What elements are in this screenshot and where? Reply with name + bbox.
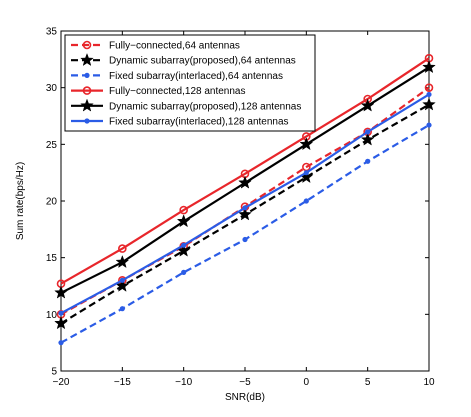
- dot-marker: [119, 277, 125, 283]
- legend-item: Fully−connected,128 antennas: [71, 86, 246, 97]
- star-marker: [115, 254, 130, 269]
- x-tick-label: 10: [423, 377, 435, 388]
- x-tick-label: 0: [304, 377, 310, 388]
- series-layer: [54, 53, 436, 346]
- legend-item: Dynamic subarray(proposed),64 antennas: [71, 52, 296, 67]
- star-marker: [360, 132, 375, 146]
- x-tick-label: −15: [114, 377, 131, 388]
- y-axis-title: Sum rate(bps/Hz): [15, 162, 26, 240]
- legend-label: Fixed subarray(interlaced),128 antennas: [109, 117, 289, 128]
- circle-marker: [118, 244, 127, 253]
- legend-box: [64, 34, 316, 132]
- x-axis-title: SNR(dB): [225, 392, 265, 403]
- y-tick-label: 20: [46, 197, 58, 208]
- x-tick-label: −20: [53, 377, 70, 388]
- dot-marker: [58, 340, 64, 346]
- dot-marker: [242, 205, 248, 211]
- circle-marker: [179, 205, 188, 215]
- star-marker: [422, 97, 436, 111]
- star-marker: [54, 285, 68, 299]
- dot-marker: [58, 310, 64, 316]
- dot-marker: [426, 122, 432, 128]
- star-marker: [422, 60, 436, 74]
- dot-marker: [365, 129, 371, 135]
- legend-item: Fixed subarray(interlaced),64 antennas: [71, 71, 283, 82]
- legend-item: Dynamic subarray(proposed),128 antennas: [71, 98, 301, 112]
- dot-marker: [303, 198, 309, 204]
- series-1: [54, 97, 436, 330]
- y-tick-label: 10: [46, 310, 58, 321]
- star-marker: [360, 98, 375, 112]
- legend-item: Fixed subarray(interlaced),128 antennas: [71, 117, 289, 128]
- dot-marker: [84, 118, 90, 124]
- legend-label: Fully−connected,64 antennas: [109, 41, 240, 52]
- legend-label: Dynamic subarray(proposed),64 antennas: [109, 56, 296, 67]
- star-marker: [80, 52, 94, 67]
- y-tick-label: 35: [46, 27, 58, 38]
- legend-label: Dynamic subarray(proposed),128 antennas: [109, 101, 301, 112]
- circle-marker: [424, 83, 434, 92]
- star-marker: [80, 98, 94, 112]
- x-tick-label: 5: [365, 377, 371, 388]
- y-tick-label: 30: [46, 83, 58, 94]
- circle-marker: [82, 86, 92, 95]
- legend-label: Fully−connected,128 antennas: [109, 86, 246, 97]
- dot-marker: [365, 158, 371, 164]
- series-4: [54, 60, 436, 299]
- circle-marker: [82, 40, 92, 50]
- star-marker: [299, 137, 314, 151]
- legend-label: Fixed subarray(interlaced),64 antennas: [109, 71, 283, 82]
- dot-marker: [84, 72, 90, 78]
- y-tick-label: 25: [46, 140, 58, 151]
- series-2: [58, 122, 432, 346]
- x-tick-label: −10: [175, 377, 192, 388]
- star-marker: [238, 207, 252, 221]
- dot-marker: [119, 306, 125, 312]
- star-marker: [54, 316, 68, 330]
- y-tick-label: 5: [51, 367, 57, 378]
- dot-marker: [181, 242, 187, 248]
- series-5: [58, 91, 432, 316]
- dot-marker: [181, 269, 187, 275]
- dot-marker: [426, 91, 432, 98]
- axis-ticks: −20 −15 −10 −5 0 5 10 5 10 15 20 25 30 35: [46, 27, 435, 389]
- x-tick-label: −5: [239, 377, 251, 388]
- star-marker: [238, 175, 252, 189]
- dot-marker: [303, 170, 309, 176]
- dot-marker: [242, 236, 248, 243]
- y-tick-label: 15: [46, 253, 58, 264]
- star-marker: [176, 214, 191, 228]
- legend: Fully−connected,64 antennas Dynamic subar…: [64, 34, 316, 132]
- legend-item: Fully−connected,64 antennas: [71, 41, 240, 52]
